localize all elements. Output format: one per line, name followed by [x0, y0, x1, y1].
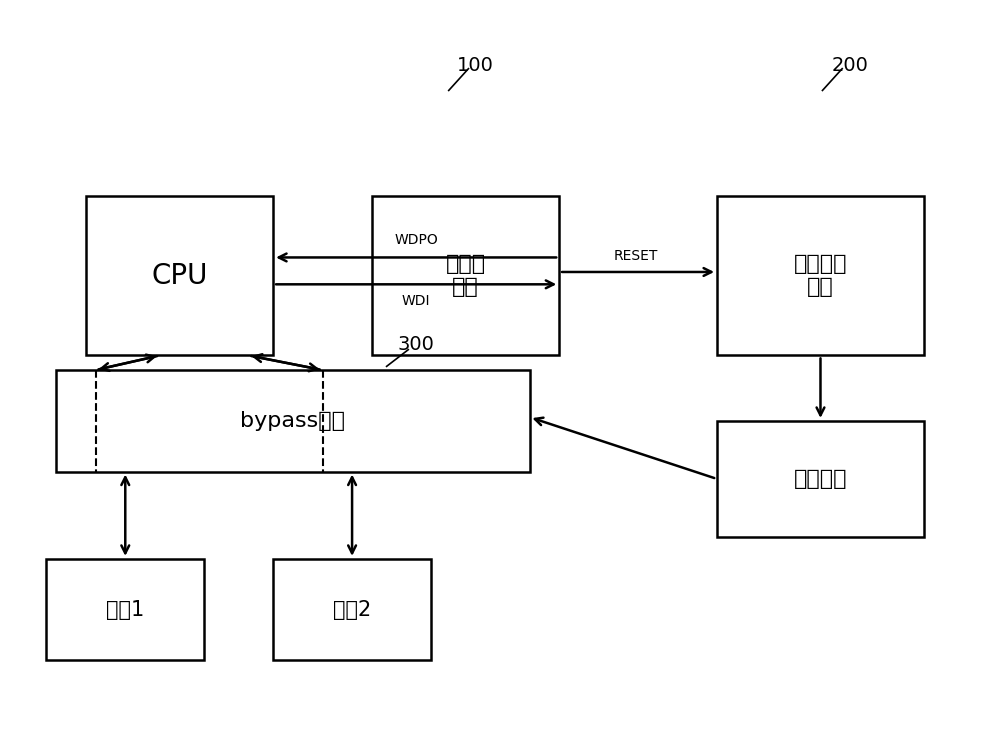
Bar [46, 559, 204, 660]
Text: 驱动电路: 驱动电路 [794, 469, 847, 489]
Text: 300: 300 [398, 335, 435, 354]
Text: bypass电路: bypass电路 [240, 411, 345, 431]
Text: 信号处理
电路: 信号处理 电路 [794, 254, 847, 297]
Bar [717, 421, 924, 537]
Text: 网口2: 网口2 [333, 599, 371, 619]
Bar [86, 196, 273, 355]
Bar [717, 196, 924, 355]
Bar [273, 559, 431, 660]
Bar [56, 370, 530, 471]
Text: 200: 200 [832, 56, 869, 75]
Bar [372, 196, 559, 355]
Text: CPU: CPU [151, 262, 208, 289]
Text: RESET: RESET [614, 249, 658, 263]
Text: 看门狗
电路: 看门狗 电路 [445, 254, 486, 297]
Text: WDPO: WDPO [394, 232, 438, 246]
Text: 100: 100 [457, 56, 494, 75]
Text: WDI: WDI [402, 295, 430, 309]
Text: 网口1: 网口1 [106, 599, 144, 619]
